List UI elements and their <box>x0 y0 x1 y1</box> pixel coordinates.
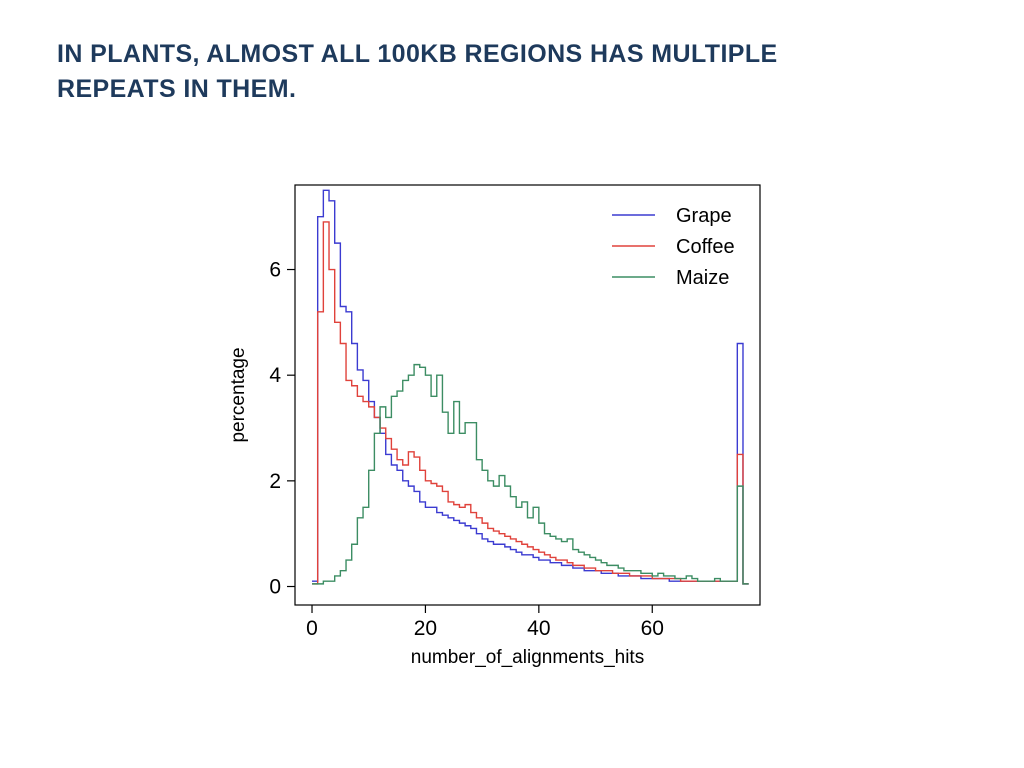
series-maize <box>312 363 749 585</box>
x-tick-label: 0 <box>306 617 318 640</box>
plot-border <box>294 184 761 606</box>
y-tick-label: 6 <box>269 259 281 282</box>
y-tick-label: 2 <box>269 470 281 493</box>
page-title-line-1: IN PLANTS, ALMOST ALL 100KB REGIONS HAS … <box>57 39 778 68</box>
chart-figure: 0 20 40 60 0 2 4 6 number_of_alignments_hits perc… <box>228 160 775 675</box>
series-grape <box>312 189 749 585</box>
series-coffee <box>312 221 749 585</box>
x-axis-title: number_of_alignments_hits <box>411 647 644 668</box>
x-tick-label: 60 <box>641 617 664 640</box>
y-axis-title: percentage <box>230 347 249 442</box>
y-tick-label: 0 <box>269 576 281 599</box>
legend-label-maize: Maize <box>676 267 729 289</box>
y-tick-label: 4 <box>269 364 281 387</box>
legend-label-coffee: Coffee <box>676 236 735 258</box>
page-title-line-2: REPEATS IN THEM. <box>57 75 297 104</box>
chart-svg: 0 20 40 60 0 2 4 6 number_of_alignments_hits perc… <box>228 184 761 668</box>
x-tick-label: 40 <box>527 617 550 640</box>
x-tick-label: 20 <box>414 617 437 640</box>
legend-label-grape: Grape <box>676 205 732 227</box>
page-title: IN PLANTS, ALMOST ALL 100KB REGIONS HAS … <box>57 37 917 108</box>
